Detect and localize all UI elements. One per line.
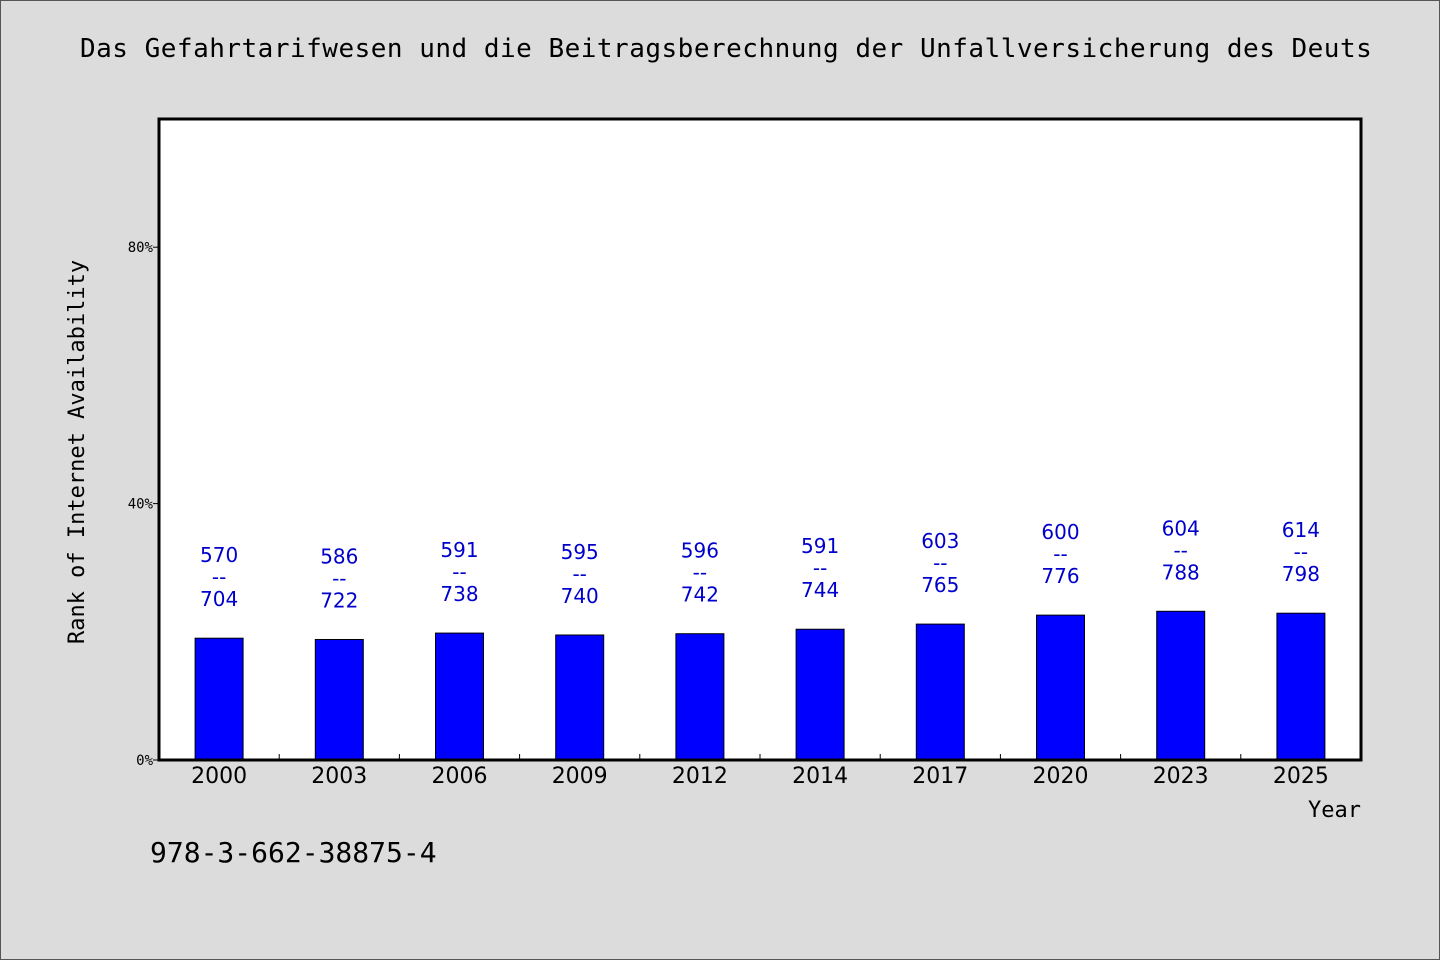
data-label: -- bbox=[452, 560, 466, 584]
x-tick-label: 2023 bbox=[1153, 764, 1209, 789]
data-label: -- bbox=[813, 556, 827, 580]
x-tick-label: 2012 bbox=[672, 764, 728, 789]
bar bbox=[915, 623, 965, 761]
chart-title: Das Gefahrtarifwesen und die Beitragsber… bbox=[80, 34, 1373, 64]
x-tick-label: 2009 bbox=[552, 764, 608, 789]
data-label: 604 bbox=[1162, 516, 1200, 540]
data-label: 738 bbox=[440, 582, 478, 606]
data-label: 776 bbox=[1041, 564, 1079, 588]
bar bbox=[555, 634, 605, 761]
data-label: 788 bbox=[1162, 560, 1200, 584]
data-label: 595 bbox=[561, 540, 599, 564]
x-tick-label: 2000 bbox=[191, 764, 247, 789]
data-label: 798 bbox=[1282, 562, 1320, 586]
y-tick-label: 80% bbox=[128, 240, 154, 256]
data-label: 722 bbox=[320, 588, 358, 612]
data-label: 596 bbox=[681, 539, 719, 563]
bar bbox=[675, 633, 725, 761]
data-label: 740 bbox=[561, 584, 599, 608]
x-tick-label: 2017 bbox=[912, 764, 968, 789]
bar bbox=[1036, 614, 1085, 761]
x-axis-label: Year bbox=[1308, 798, 1361, 823]
data-label: 742 bbox=[681, 583, 719, 607]
bar bbox=[435, 632, 484, 761]
x-tick-label: 2025 bbox=[1273, 764, 1329, 789]
data-label: -- bbox=[693, 561, 707, 585]
data-label: -- bbox=[933, 551, 947, 575]
data-label: 765 bbox=[921, 573, 959, 597]
footer-note: 978-3-662-38875-4 bbox=[150, 836, 437, 869]
bar bbox=[314, 638, 364, 761]
data-label: -- bbox=[572, 562, 586, 586]
bar bbox=[194, 637, 244, 761]
data-label: 614 bbox=[1282, 518, 1320, 542]
data-label: -- bbox=[332, 566, 346, 590]
x-tick-label: 2014 bbox=[792, 764, 848, 789]
data-label: 586 bbox=[320, 544, 358, 568]
x-tick-label: 2003 bbox=[311, 764, 367, 789]
y-axis-label: Rank of Internet Availability bbox=[65, 260, 90, 644]
data-label: -- bbox=[212, 565, 226, 589]
data-label: -- bbox=[1053, 542, 1067, 566]
data-label: 744 bbox=[801, 578, 839, 602]
data-label: -- bbox=[1173, 538, 1187, 562]
x-tick-label: 2020 bbox=[1033, 764, 1089, 789]
data-label: 603 bbox=[921, 529, 959, 553]
data-label: 600 bbox=[1041, 520, 1079, 544]
bar bbox=[795, 628, 845, 761]
x-tick-label: 2006 bbox=[432, 764, 488, 789]
y-tick-label: 0% bbox=[136, 753, 153, 769]
bar bbox=[1156, 610, 1206, 761]
data-label: 570 bbox=[200, 543, 238, 567]
data-label: 704 bbox=[200, 587, 238, 611]
bar bbox=[1276, 612, 1326, 761]
data-label: 591 bbox=[801, 534, 839, 558]
data-label: -- bbox=[1294, 540, 1308, 564]
y-tick-label: 40% bbox=[128, 497, 154, 513]
data-label: 591 bbox=[440, 538, 478, 562]
